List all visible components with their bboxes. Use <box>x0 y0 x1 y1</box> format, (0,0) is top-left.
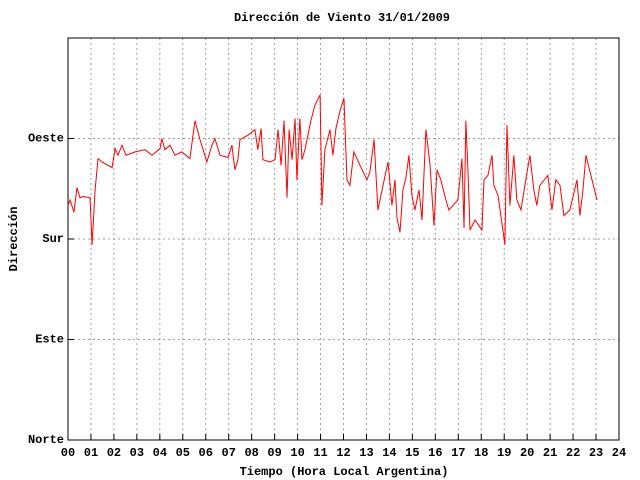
x-tick-label: 04 <box>153 446 167 460</box>
y-tick-label: Sur <box>42 232 64 246</box>
data-line <box>67 94 598 245</box>
x-tick-label: 16 <box>428 446 442 460</box>
x-tick-label: 10 <box>290 446 304 460</box>
x-tick-label: 13 <box>359 446 373 460</box>
x-tick-label: 23 <box>589 446 603 460</box>
x-tick-label: 11 <box>313 446 327 460</box>
x-tick-label: 09 <box>267 446 281 460</box>
x-tick-label: 14 <box>382 446 396 460</box>
y-axis-label: Dirección <box>7 207 21 272</box>
x-tick-label: 01 <box>84 446 98 460</box>
x-tick-label: 05 <box>176 446 190 460</box>
chart-title: Dirección de Viento 31/01/2009 <box>234 11 450 25</box>
x-tick-label: 00 <box>61 446 75 460</box>
x-tick-label: 12 <box>336 446 350 460</box>
x-tick-label: 06 <box>199 446 213 460</box>
x-tick-label: 07 <box>222 446 236 460</box>
x-tick-label: 22 <box>566 446 580 460</box>
x-tick-label: 17 <box>451 446 465 460</box>
y-tick-label: Este <box>35 333 64 347</box>
x-tick-label: 02 <box>107 446 121 460</box>
x-tick-label: 19 <box>497 446 511 460</box>
x-tick-label: 18 <box>474 446 488 460</box>
x-tick-label: 03 <box>130 446 144 460</box>
x-tick-label: 08 <box>244 446 258 460</box>
x-tick-label: 24 <box>612 446 626 460</box>
x-axis-label: Tiempo (Hora Local Argentina) <box>240 465 449 479</box>
y-tick-label: Norte <box>28 433 64 447</box>
x-tick-label: 21 <box>543 446 557 460</box>
y-tick-label: Oeste <box>28 132 64 146</box>
x-tick-label: 15 <box>405 446 419 460</box>
plot-frame <box>67 37 620 441</box>
x-tick-label: 20 <box>520 446 534 460</box>
